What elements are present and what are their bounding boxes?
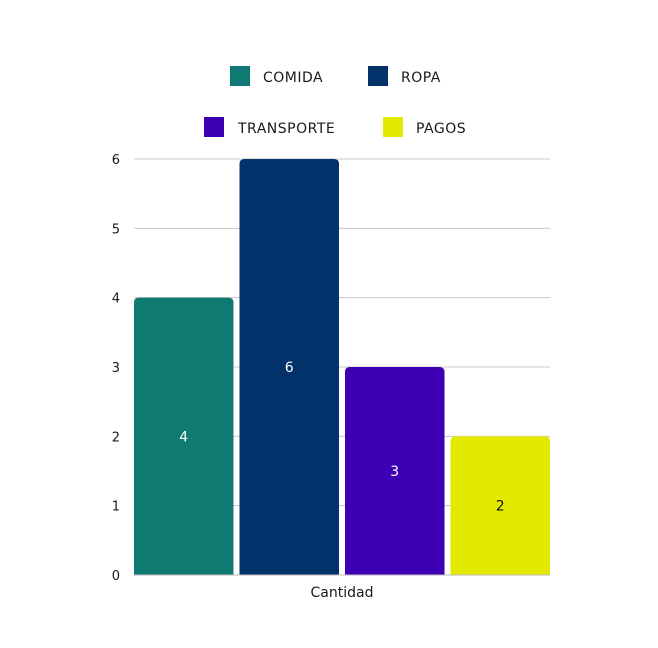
- data-label: 6: [285, 360, 294, 376]
- bar-transporte: [345, 367, 445, 575]
- legend-swatch: [230, 66, 250, 86]
- data-label: 2: [496, 499, 505, 515]
- legend-swatch: [383, 117, 403, 137]
- data-label: 3: [390, 464, 399, 480]
- x-axis-label: Cantidad: [311, 585, 374, 601]
- bar-comida: [134, 297, 234, 575]
- y-tick-label: 1: [112, 500, 120, 515]
- y-tick-label: 5: [112, 222, 120, 237]
- chart-legend: COMIDA ROPA TRANSPORTE PAGOS: [204, 66, 466, 137]
- y-tick-label: 6: [112, 153, 120, 168]
- legend-swatch: [204, 117, 224, 137]
- legend-label: PAGOS: [416, 121, 466, 137]
- y-tick-label: 2: [112, 430, 120, 445]
- chart-bars: [134, 159, 550, 575]
- chart-data-labels: 4 6 3 2: [179, 360, 504, 515]
- legend-swatch: [368, 66, 388, 86]
- bar-pagos: [450, 436, 550, 575]
- y-tick-label: 0: [112, 569, 120, 584]
- legend-label: COMIDA: [263, 70, 323, 86]
- y-axis: 0 1 2 3 4 5 6: [112, 153, 120, 584]
- bar-ropa: [239, 159, 339, 575]
- y-tick-label: 4: [112, 292, 120, 307]
- y-tick-label: 3: [112, 361, 120, 376]
- legend-label: ROPA: [401, 70, 441, 86]
- data-label: 4: [179, 429, 188, 445]
- legend-label: TRANSPORTE: [237, 121, 335, 137]
